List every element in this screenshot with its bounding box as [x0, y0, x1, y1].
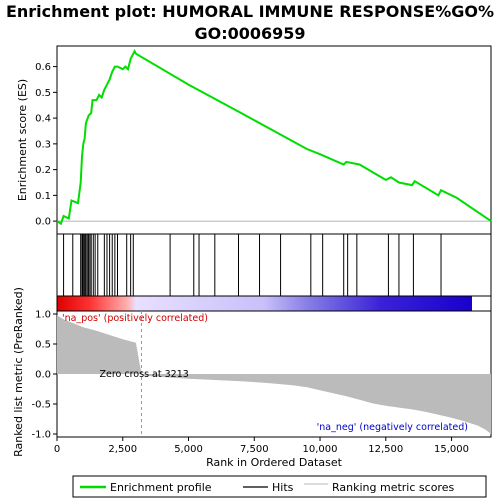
hits-panel-frame: [56, 233, 492, 297]
metric-y-tick-label: -0.5: [31, 400, 51, 411]
pos-correlated-label: 'na_pos' (positively correlated): [62, 313, 208, 324]
metric-y-tick-label: -1.0: [31, 430, 51, 441]
metric-panel: Zero cross at 3213 'na_pos' (positively …: [12, 287, 492, 469]
legend-label-hits: Hits: [272, 481, 294, 494]
es-y-tick-label: 0.1: [35, 191, 51, 202]
legend-frame: [72, 475, 487, 498]
es-y-tick-label: 0.2: [35, 165, 51, 176]
neg-correlated-label: 'na_neg' (negatively correlated): [317, 422, 468, 433]
hit-marks: [63, 234, 442, 296]
metric-x-tick-label: 0: [54, 444, 60, 455]
metric-x-ticks: 0 2,500 5,000 7,500 10,000 12,500 15,000: [54, 437, 469, 455]
metric-x-label: Rank in Ordered Dataset: [206, 456, 343, 469]
metric-x-tick-label: 7,500: [240, 444, 269, 455]
legend-label-metric: Ranking metric scores: [332, 481, 454, 494]
es-y-tick-label: 0.5: [35, 88, 51, 99]
es-y-ticks: 0.0 0.1 0.2 0.3 0.4 0.5 0.6: [35, 62, 57, 228]
legend: Enrichment profile Hits Ranking metric s…: [72, 475, 487, 498]
metric-x-tick-label: 10,000: [303, 444, 338, 455]
zero-cross-label: Zero cross at 3213: [100, 369, 189, 380]
legend-label-enrichment: Enrichment profile: [110, 481, 212, 494]
metric-y-ticks: 1.0 0.5 0.0 -0.5 -1.0: [31, 310, 57, 441]
metric-x-tick-label: 5,000: [174, 444, 203, 455]
metric-x-tick-label: 2,500: [108, 444, 137, 455]
metric-x-tick-label: 12,500: [368, 444, 403, 455]
metric-x-tick-label: 15,000: [434, 444, 469, 455]
metric-y-tick-label: 1.0: [35, 310, 51, 321]
es-y-tick-label: 0.0: [35, 217, 51, 228]
metric-y-tick-label: 0.0: [35, 370, 51, 381]
chart-title-line1: Enrichment plot: HUMORAL IMMUNE RESPONSE…: [6, 2, 494, 21]
heat-bar-tail: [472, 296, 491, 311]
heat-bar-gradient: [57, 296, 472, 311]
es-y-tick-label: 0.6: [35, 62, 51, 73]
heat-bar: [56, 295, 492, 312]
metric-y-tick-label: 0.5: [35, 340, 51, 351]
hits-panel: [56, 233, 492, 297]
es-y-label: Enrichment score (ES): [16, 79, 29, 201]
ranking-metric-area: [57, 315, 491, 434]
es-panel-frame: [56, 45, 492, 235]
chart-title-line2: GO:0006959: [194, 24, 305, 43]
enrichment-profile-line: [56, 49, 492, 226]
es-panel: 0.0 0.1 0.2 0.3 0.4 0.5 0.6 Enrichment score (…: [16, 45, 492, 235]
metric-y-label: Ranked list metric (PreRanked): [12, 287, 25, 457]
es-y-tick-label: 0.4: [35, 114, 51, 125]
es-y-tick-label: 0.3: [35, 139, 51, 150]
